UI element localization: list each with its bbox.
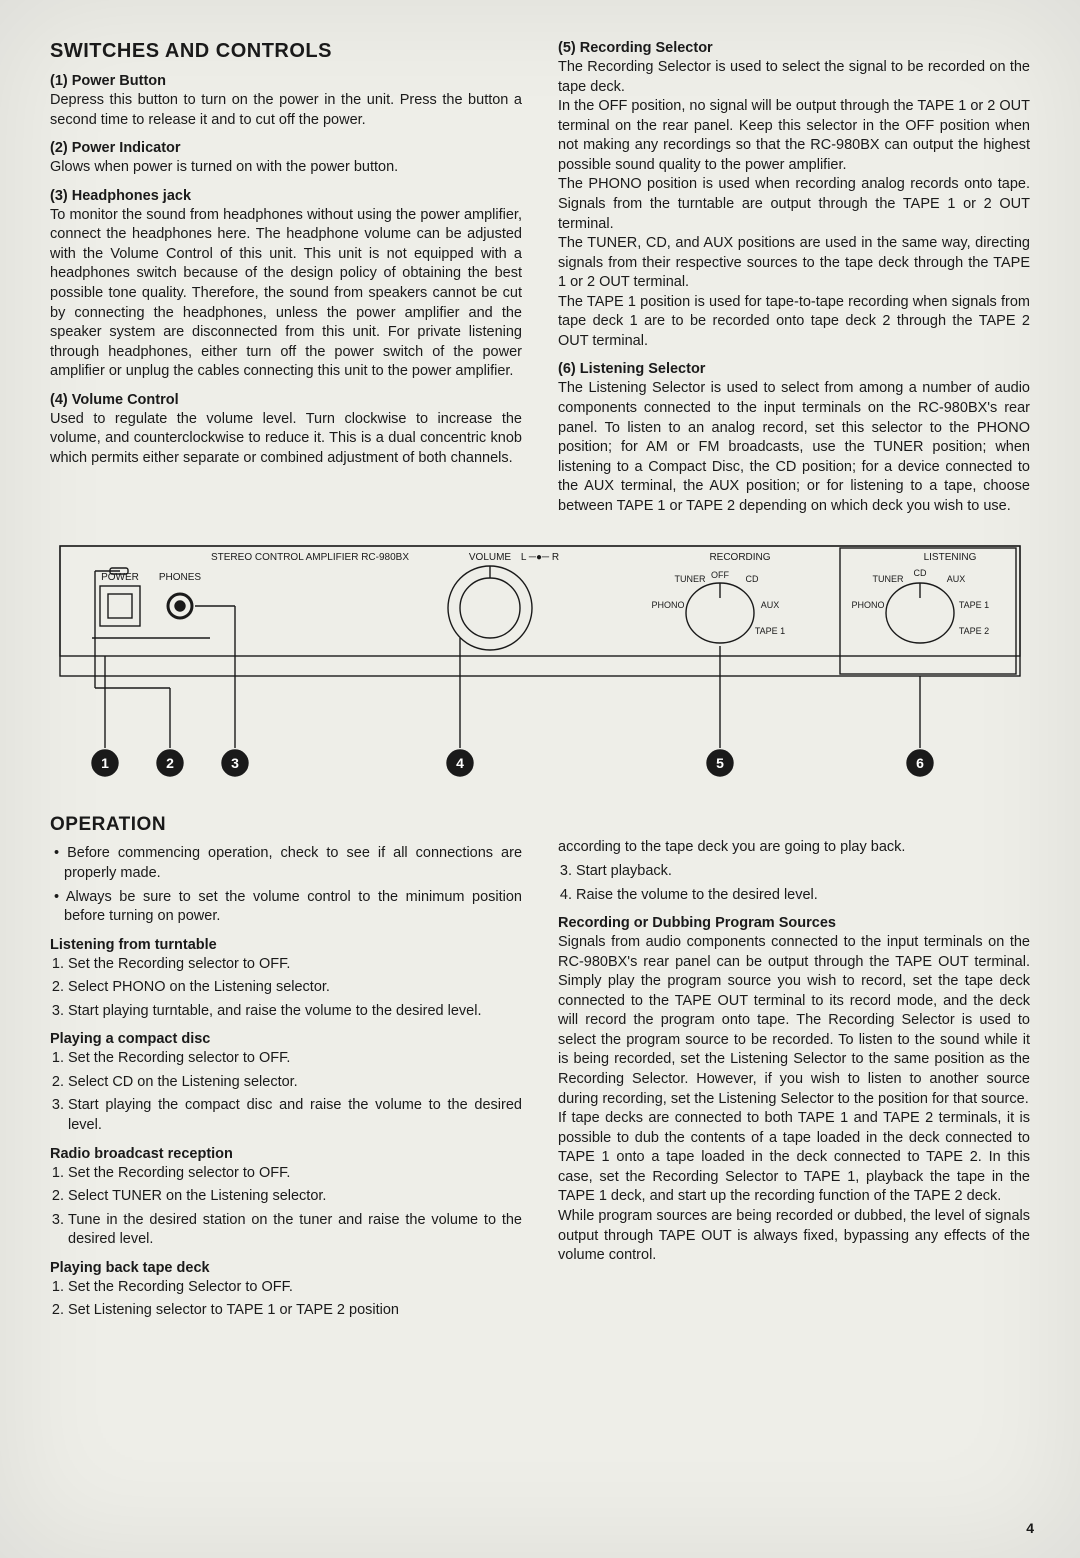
listening-label: LISTENING xyxy=(924,552,977,563)
svg-text:CD: CD xyxy=(914,568,927,578)
op-block-heading: Playing a compact disc xyxy=(50,1031,522,1047)
svg-text:AUX: AUX xyxy=(761,600,780,610)
subsection-heading: (2) Power Indicator xyxy=(50,140,522,156)
svg-text:PHONO: PHONO xyxy=(651,600,684,610)
op-block-heading: Radio broadcast reception xyxy=(50,1146,522,1162)
op-steps: Set the Recording Selector to OFF. Set L… xyxy=(68,1278,522,1321)
subsection-heading: (3) Headphones jack xyxy=(50,188,522,204)
op-steps: Set the Recording selector to OFF. Selec… xyxy=(68,1049,522,1135)
svg-text:3: 3 xyxy=(231,755,239,771)
svg-text:PHONO: PHONO xyxy=(851,600,884,610)
svg-text:AUX: AUX xyxy=(947,574,966,584)
svg-text:TUNER: TUNER xyxy=(873,574,904,584)
svg-text:4: 4 xyxy=(456,755,464,771)
volume-label: VOLUME xyxy=(469,552,512,563)
op-steps: Set the Recording selector to OFF. Selec… xyxy=(68,955,522,1022)
svg-text:TAPE 2: TAPE 2 xyxy=(959,626,989,636)
front-panel-diagram: STEREO CONTROL AMPLIFIER RC-980BX POWER … xyxy=(50,538,1030,798)
subsection-heading: (5) Recording Selector xyxy=(558,40,1030,56)
subsection-body: The Listening Selector is used to select… xyxy=(558,379,1030,516)
op-block-heading: Playing back tape deck xyxy=(50,1260,522,1276)
operation-section: OPERATION • Before commencing operation,… xyxy=(50,804,1030,1325)
phones-label: PHONES xyxy=(159,572,202,583)
subsection-heading: (1) Power Button xyxy=(50,73,522,89)
right-column: (5) Recording Selector The Recording Sel… xyxy=(558,40,1030,520)
left-column: SWITCHES AND CONTROLS (1) Power Button D… xyxy=(50,40,522,520)
operation-right: according to the tape deck you are going… xyxy=(558,804,1030,1325)
svg-text:6: 6 xyxy=(916,755,924,771)
svg-text:TAPE 1: TAPE 1 xyxy=(959,600,989,610)
page-number: 4 xyxy=(1026,1520,1034,1536)
lr-label: L ─●─ R xyxy=(521,552,559,563)
panel-label: STEREO CONTROL AMPLIFIER RC-980BX xyxy=(211,552,409,563)
subsection-body: The Recording Selector is used to select… xyxy=(558,58,1030,351)
subsection-body: Glows when power is turned on with the p… xyxy=(50,158,522,178)
op-block-heading: Listening from turntable xyxy=(50,937,522,953)
switches-controls-section: SWITCHES AND CONTROLS (1) Power Button D… xyxy=(50,40,1030,520)
recording-label: RECORDING xyxy=(709,552,770,563)
subsection-body: Depress this button to turn on the power… xyxy=(50,91,522,130)
subsection-body: Used to regulate the volume level. Turn … xyxy=(50,410,522,469)
svg-text:TUNER: TUNER xyxy=(675,574,706,584)
svg-text:1: 1 xyxy=(101,755,109,771)
continuation-text: according to the tape deck you are going… xyxy=(558,838,1030,858)
svg-text:TAPE 1: TAPE 1 xyxy=(755,626,785,636)
subsection-body: To monitor the sound from headphones wit… xyxy=(50,206,522,382)
section-title: SWITCHES AND CONTROLS xyxy=(50,40,522,63)
svg-text:OFF: OFF xyxy=(711,570,729,580)
operation-title: OPERATION xyxy=(50,814,522,836)
operation-bullet: • Before commencing operation, check to … xyxy=(50,844,522,883)
op-block-heading: Recording or Dubbing Program Sources xyxy=(558,915,1030,931)
callout-markers: 1 2 3 4 5 6 xyxy=(92,750,933,776)
recording-body: Signals from audio components connected … xyxy=(558,933,1030,1266)
op-steps-continued: Start playback. Raise the volume to the … xyxy=(576,862,1030,905)
manual-page: SWITCHES AND CONTROLS (1) Power Button D… xyxy=(0,0,1080,1558)
operation-bullet: • Always be sure to set the volume contr… xyxy=(50,888,522,927)
svg-text:CD: CD xyxy=(746,574,759,584)
op-steps: Set the Recording selector to OFF. Selec… xyxy=(68,1164,522,1250)
operation-left: OPERATION • Before commencing operation,… xyxy=(50,804,522,1325)
subsection-heading: (4) Volume Control xyxy=(50,392,522,408)
svg-text:2: 2 xyxy=(166,755,174,771)
subsection-heading: (6) Listening Selector xyxy=(558,361,1030,377)
svg-text:5: 5 xyxy=(716,755,724,771)
